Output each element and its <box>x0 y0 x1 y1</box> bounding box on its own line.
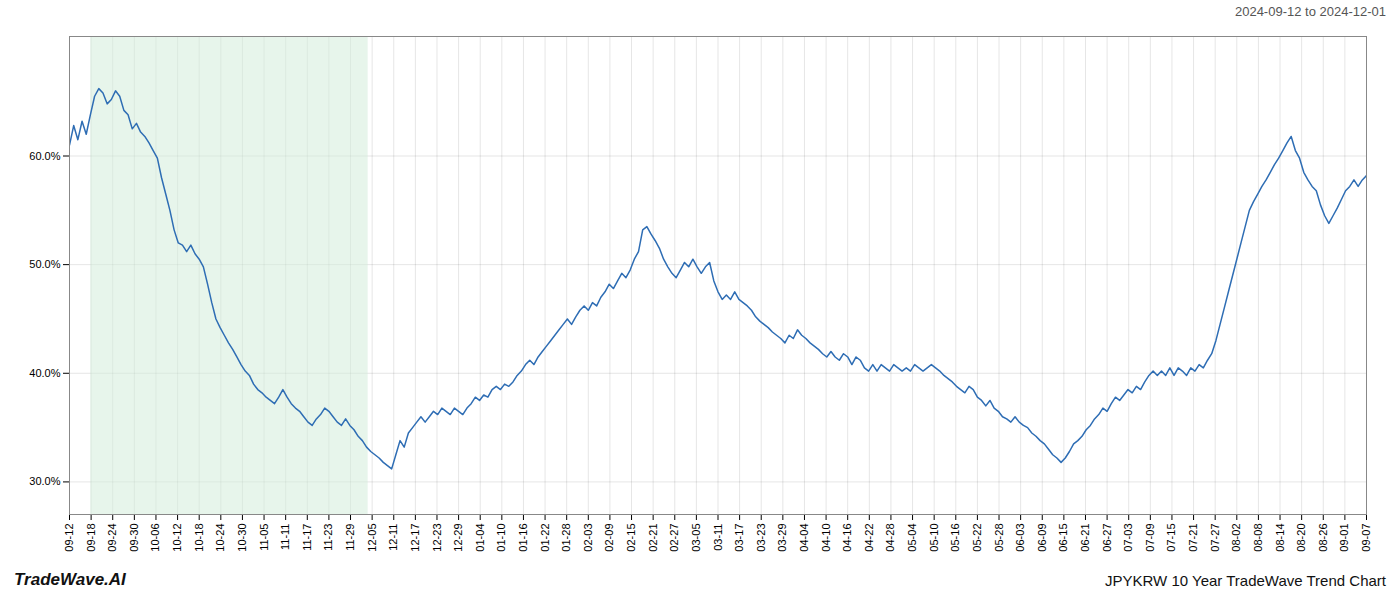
svg-text:11-05: 11-05 <box>258 524 270 551</box>
svg-text:40.0%: 40.0% <box>29 367 60 379</box>
svg-text:10-24: 10-24 <box>214 524 226 552</box>
html-text:2024-09-12 to 2024-12-01: 2024-09-12 to 2024-12-01 <box>1234 4 1386 19</box>
svg-text:09-18: 09-18 <box>85 524 97 552</box>
svg-text:02-21: 02-21 <box>647 524 659 552</box>
svg-text:10-06: 10-06 <box>149 524 161 552</box>
svg-text:06-09: 06-09 <box>1036 524 1048 552</box>
svg-text:04-10: 04-10 <box>820 524 832 552</box>
svg-text:07-09: 07-09 <box>1144 524 1156 552</box>
svg-text:02-15: 02-15 <box>625 524 637 552</box>
svg-text:05-04: 05-04 <box>906 524 918 552</box>
svg-text:08-08: 08-08 <box>1252 524 1264 552</box>
svg-text:10-18: 10-18 <box>193 524 205 552</box>
svg-text:12-05: 12-05 <box>366 524 378 552</box>
svg-text:09-24: 09-24 <box>106 524 118 552</box>
svg-text:04-04: 04-04 <box>798 524 810 552</box>
svg-text:03-17: 03-17 <box>733 524 745 552</box>
svg-text:07-27: 07-27 <box>1209 524 1221 552</box>
svg-text:06-27: 06-27 <box>1101 524 1113 552</box>
svg-text:12-11: 12-11 <box>387 524 399 551</box>
svg-text:30.0%: 30.0% <box>29 475 60 487</box>
svg-text:12-23: 12-23 <box>431 524 443 552</box>
svg-text:11-17: 11-17 <box>301 524 313 551</box>
svg-text:05-10: 05-10 <box>928 524 940 552</box>
svg-text:01-10: 01-10 <box>495 524 507 552</box>
svg-text:02-27: 02-27 <box>668 524 680 552</box>
svg-text:03-11: 03-11 <box>712 524 724 551</box>
svg-text:07-21: 07-21 <box>1187 524 1199 552</box>
svg-text:04-22: 04-22 <box>863 524 875 552</box>
svg-text:03-29: 03-29 <box>776 524 788 552</box>
svg-text:08-20: 08-20 <box>1295 524 1307 552</box>
svg-text:11-23: 11-23 <box>322 524 334 551</box>
svg-text:09-30: 09-30 <box>128 524 140 552</box>
svg-text:06-03: 06-03 <box>1014 524 1026 552</box>
svg-text:08-26: 08-26 <box>1317 524 1329 552</box>
html-text:JPYKRW 10 Year TradeWave Trend: JPYKRW 10 Year TradeWave Trend Chart <box>1105 571 1386 589</box>
svg-text:09-12: 09-12 <box>63 524 75 552</box>
svg-text:03-23: 03-23 <box>755 524 767 552</box>
svg-text:12-17: 12-17 <box>409 524 421 552</box>
svg-text:09-07: 09-07 <box>1360 524 1372 552</box>
svg-text:03-05: 03-05 <box>690 524 702 552</box>
svg-text:05-16: 05-16 <box>949 524 961 552</box>
svg-text:04-28: 04-28 <box>884 524 896 552</box>
svg-text:06-15: 06-15 <box>1057 524 1069 552</box>
svg-text:07-15: 07-15 <box>1165 524 1177 552</box>
svg-text:01-04: 01-04 <box>474 524 486 552</box>
svg-text:09-01: 09-01 <box>1338 524 1350 552</box>
svg-text:04-16: 04-16 <box>841 524 853 552</box>
svg-text:05-22: 05-22 <box>971 524 983 552</box>
svg-text:08-02: 08-02 <box>1230 524 1242 552</box>
svg-text:01-16: 01-16 <box>517 524 529 552</box>
svg-text:01-22: 01-22 <box>539 524 551 552</box>
svg-text:10-30: 10-30 <box>236 524 248 552</box>
svg-text:02-09: 02-09 <box>603 524 615 552</box>
svg-text:07-03: 07-03 <box>1122 524 1134 552</box>
html-text:TradeWave.AI: TradeWave.AI <box>14 570 126 589</box>
svg-text:01-28: 01-28 <box>560 524 572 552</box>
svg-text:11-29: 11-29 <box>344 524 356 551</box>
svg-text:10-12: 10-12 <box>171 524 183 552</box>
svg-text:11-11: 11-11 <box>279 524 291 551</box>
svg-text:02-03: 02-03 <box>582 524 594 552</box>
svg-text:05-28: 05-28 <box>993 524 1005 552</box>
svg-text:06-21: 06-21 <box>1079 524 1091 552</box>
svg-text:50.0%: 50.0% <box>29 258 60 270</box>
svg-text:60.0%: 60.0% <box>29 150 60 162</box>
svg-text:08-14: 08-14 <box>1274 524 1286 552</box>
svg-text:12-29: 12-29 <box>452 524 464 552</box>
